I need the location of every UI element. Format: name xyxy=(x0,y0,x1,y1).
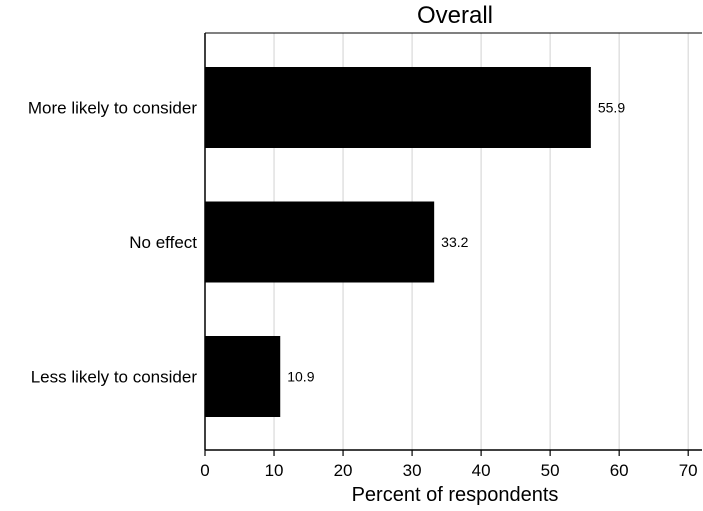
x-tick-label: 60 xyxy=(610,461,629,480)
x-tick-label: 10 xyxy=(265,461,284,480)
labels: 55.9 More likely to consider 33.2 No effect… xyxy=(28,99,698,481)
data-label: 33.2 xyxy=(441,234,468,250)
chart-title: Overall xyxy=(417,2,493,29)
x-axis-title: Percent of respondents xyxy=(352,484,559,506)
y-tick-label: More likely to consider xyxy=(28,99,197,118)
y-tick-label: Less likely to consider xyxy=(31,368,198,387)
x-tick-label: 0 xyxy=(200,461,209,480)
data-label: 10.9 xyxy=(287,369,314,385)
bar xyxy=(205,67,591,148)
bar xyxy=(205,336,281,417)
bars xyxy=(205,67,591,417)
axes xyxy=(204,32,702,456)
x-tick-label: 70 xyxy=(679,461,698,480)
x-tick-label: 50 xyxy=(541,461,560,480)
x-tick-label: 20 xyxy=(334,461,353,480)
x-tick-label: 30 xyxy=(403,461,422,480)
bar xyxy=(205,201,435,283)
data-label: 55.9 xyxy=(598,100,625,116)
y-tick-label: No effect xyxy=(129,233,197,252)
x-tick-label: 40 xyxy=(472,461,491,480)
